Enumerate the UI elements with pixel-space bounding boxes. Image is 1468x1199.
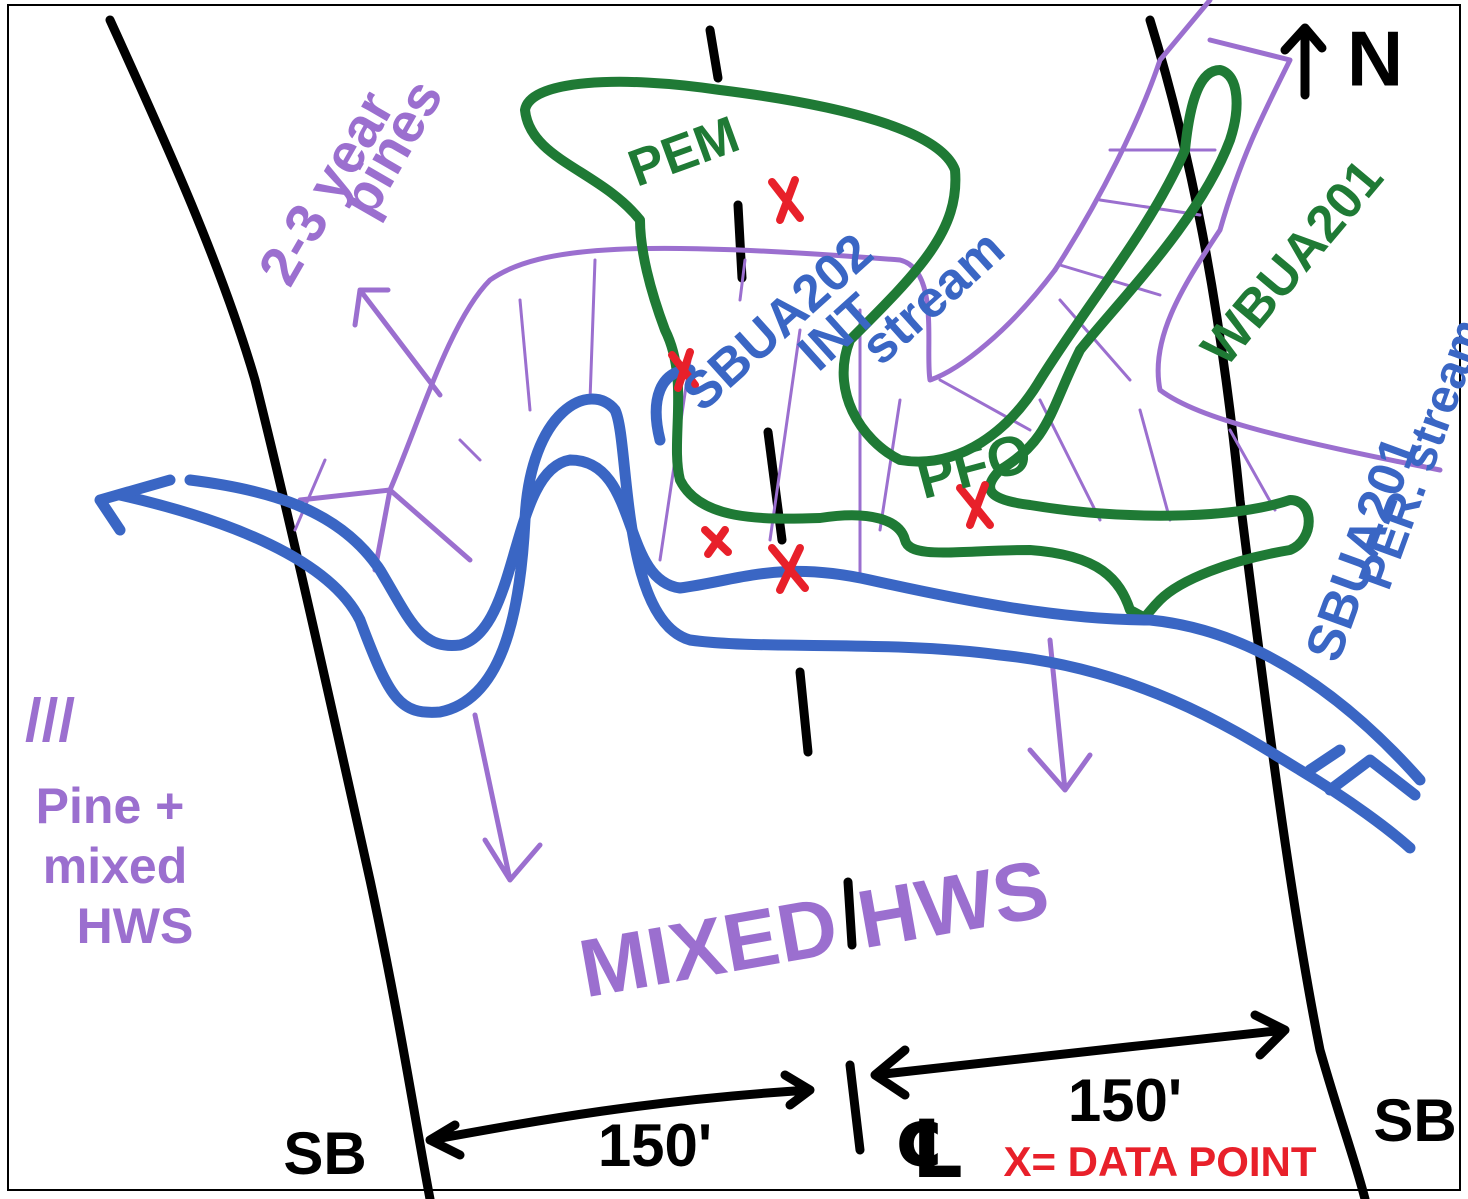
label: PFO <box>910 420 1038 511</box>
label: PEM <box>621 105 747 198</box>
label: 150' <box>598 1112 712 1179</box>
label: SB <box>283 1120 366 1187</box>
label: WBUA201 <box>1190 149 1394 377</box>
frame <box>8 5 1460 1190</box>
veg-boundary <box>300 490 470 570</box>
arrow-mixed <box>475 715 540 880</box>
label: /// <box>25 687 75 754</box>
label: Pine + <box>36 778 185 834</box>
label: N <box>1347 15 1403 103</box>
label: 150' <box>1068 1067 1182 1134</box>
label: HWS <box>77 898 194 954</box>
sketch-map: 2-3 year pines PEM SBUA202 INT stream WB… <box>0 0 1468 1199</box>
label: mixed <box>43 838 188 894</box>
legend: X= DATA POINT <box>1003 1138 1316 1185</box>
arrow-pines <box>355 290 440 395</box>
label: ℄ <box>894 1103 966 1196</box>
label: SB <box>1373 1087 1456 1154</box>
label: MIXED HWS <box>573 843 1055 1015</box>
